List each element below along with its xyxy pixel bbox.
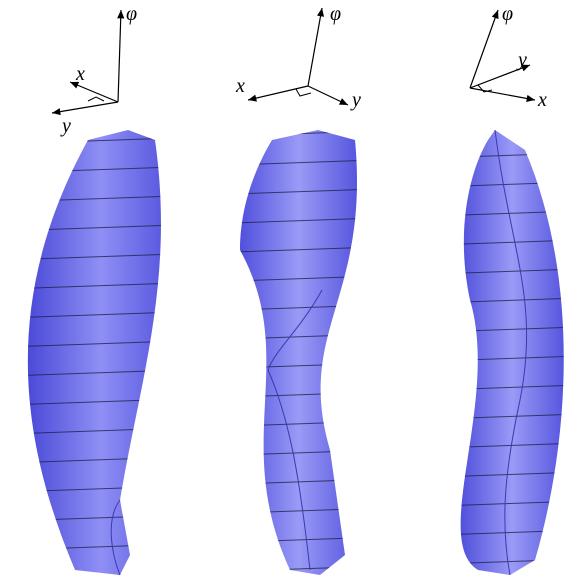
axis-label: φ [330,3,341,25]
twisted-column-3 [461,130,564,575]
axis-label: y [516,49,527,71]
axis-label: x [235,75,245,97]
axis-label: φ [502,3,513,25]
axis-label: x [537,89,547,111]
axes-2: φ x y [235,3,361,111]
axis-label: x [75,63,85,85]
axis-label: y [60,115,71,137]
twisted-column-1 [28,130,161,575]
twisted-column-2 [240,130,357,575]
axes-1: φ x y [52,3,137,137]
axis-label: y [350,89,361,111]
axis-label: φ [126,3,137,25]
axes-3: φ y x [470,3,547,111]
figure: φ x y φ x y φ y x [0,0,579,583]
